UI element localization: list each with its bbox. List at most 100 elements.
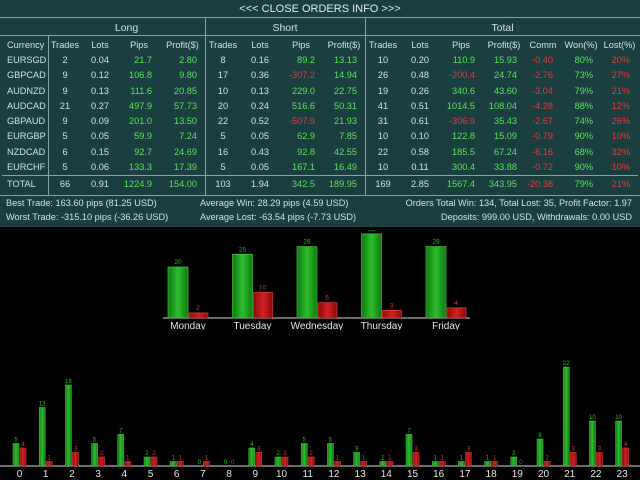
table-cell: 0.11 [401, 159, 439, 175]
table-cell: 31 [365, 113, 401, 128]
win-bar-label: 2 [145, 451, 149, 457]
win-bar [249, 448, 255, 466]
win-bar-label: 0 [198, 460, 202, 466]
win-bar-label: 10 [589, 415, 596, 421]
loss-bar [334, 462, 340, 467]
table-cell: 106.8 [118, 68, 160, 83]
table-cell: 0.05 [241, 129, 279, 144]
win-bar [301, 444, 307, 467]
loss-bar-label: 1 [179, 456, 183, 462]
table-cell: 9 [48, 68, 82, 83]
category-label: 12 [328, 469, 340, 480]
table-cell: 1.94 [241, 175, 279, 192]
category-label: 21 [564, 469, 576, 480]
loss-bar-label: 3 [390, 302, 394, 309]
table-cell: 15.93 [483, 52, 525, 67]
table-cell: 15.09 [483, 129, 525, 144]
table-cell: 10 [205, 83, 241, 98]
table-cell: 33.88 [483, 159, 525, 175]
table-cell: 12% [601, 98, 638, 113]
table-cell: 26 [365, 68, 401, 83]
loss-bar [256, 453, 262, 467]
column-header: Trades [205, 37, 241, 52]
win-bar [170, 462, 176, 467]
win-bar [275, 457, 281, 466]
table-cell: -307.2 [279, 68, 323, 83]
loss-bar [439, 462, 445, 467]
category-label: 13 [355, 469, 367, 480]
category-label: 19 [512, 469, 524, 480]
table-cell: 0.36 [241, 68, 279, 83]
win-bar-label: 5 [329, 438, 333, 444]
table-cell: 13.50 [160, 113, 205, 128]
win-bar-label: 28 [432, 239, 440, 246]
table-cell: 7.24 [160, 129, 205, 144]
table-row: NZDCAD 6 0.15 92.7 24.69 16 0.43 92.8 42.55 22 0.5… [2, 144, 638, 159]
loss-bar-label: 0 [231, 460, 235, 466]
orders-total: Orders Total Win: 134, Total Lost: 35, P… [406, 198, 632, 208]
win-bar-label: 1 [486, 456, 490, 462]
loss-bar [413, 453, 419, 467]
table-cell: 22 [365, 144, 401, 159]
table-cell: 342.5 [279, 175, 323, 192]
table-cell: 5 [48, 129, 82, 144]
table-cell: 0.52 [241, 113, 279, 128]
table-cell: 154.00 [160, 175, 205, 192]
table-cell: 0.05 [82, 129, 118, 144]
table-cell: -306.9 [439, 113, 483, 128]
win-bar-label: 1 [434, 456, 438, 462]
win-bar-label: 18 [65, 379, 72, 385]
table-cell: 300.4 [439, 159, 483, 175]
win-bar [168, 267, 188, 318]
category-label: 6 [174, 469, 180, 480]
table-cell: 1014.5 [439, 98, 483, 113]
table-cell: 122.8 [439, 129, 483, 144]
table-cell: 0.27 [82, 98, 118, 113]
loss-bar [151, 457, 157, 466]
loss-bar-label: 3 [467, 447, 471, 453]
loss-bar [623, 448, 629, 466]
table-cell: 21.7 [118, 52, 160, 67]
loss-bar-label: 3 [572, 447, 576, 453]
table-cell: 0.91 [82, 175, 118, 192]
table-cell: 24.69 [160, 144, 205, 159]
loss-bar-label: 1 [388, 456, 392, 462]
table-cell: 13.13 [323, 52, 365, 67]
table-cell: 26% [601, 113, 638, 128]
loss-bar-label: 1 [205, 456, 209, 462]
worst-trade: Worst Trade: -315.10 pips (-36.26 USD) [6, 212, 168, 222]
table-cell: 90% [561, 129, 601, 144]
win-bar [327, 444, 333, 467]
table-header-row: Currency Trades Lots Pips Profit($) Trades Lot… [2, 37, 638, 52]
table-cell: 0.16 [241, 52, 279, 67]
category-label: 1 [43, 469, 49, 480]
win-bar-label: 4 [250, 442, 254, 448]
table-cell: 27% [601, 68, 638, 83]
table-cell: 17.39 [160, 159, 205, 175]
table-cell: 88% [561, 98, 601, 113]
table-cell: 9 [48, 83, 82, 98]
loss-bar [447, 308, 466, 318]
table-cell: NZDCAD [2, 144, 48, 159]
table-cell: AUDNZD [2, 83, 48, 98]
table-cell: 133.3 [118, 159, 160, 175]
loss-bar [308, 457, 314, 466]
loss-bar [282, 457, 288, 466]
divider [0, 35, 640, 36]
category-label: Tuesday [234, 321, 272, 330]
category-label: 16 [433, 469, 445, 480]
table-cell: 108.04 [483, 98, 525, 113]
table-cell: 21.93 [323, 113, 365, 128]
win-bar-label: 5 [93, 438, 97, 444]
table-cell: 89.2 [279, 52, 323, 67]
table-cell: GBPAUD [2, 113, 48, 128]
column-header: Trades [365, 37, 401, 52]
column-header: Profit($) [160, 37, 205, 52]
table-cell: 73% [561, 68, 601, 83]
table-cell: -0.72 [525, 159, 561, 175]
win-bar-label: 20 [174, 259, 182, 266]
column-header: Lost(%) [601, 37, 638, 52]
category-label: Wednesday [291, 321, 344, 330]
loss-bar [20, 448, 26, 466]
table-cell: 2.85 [401, 175, 439, 192]
